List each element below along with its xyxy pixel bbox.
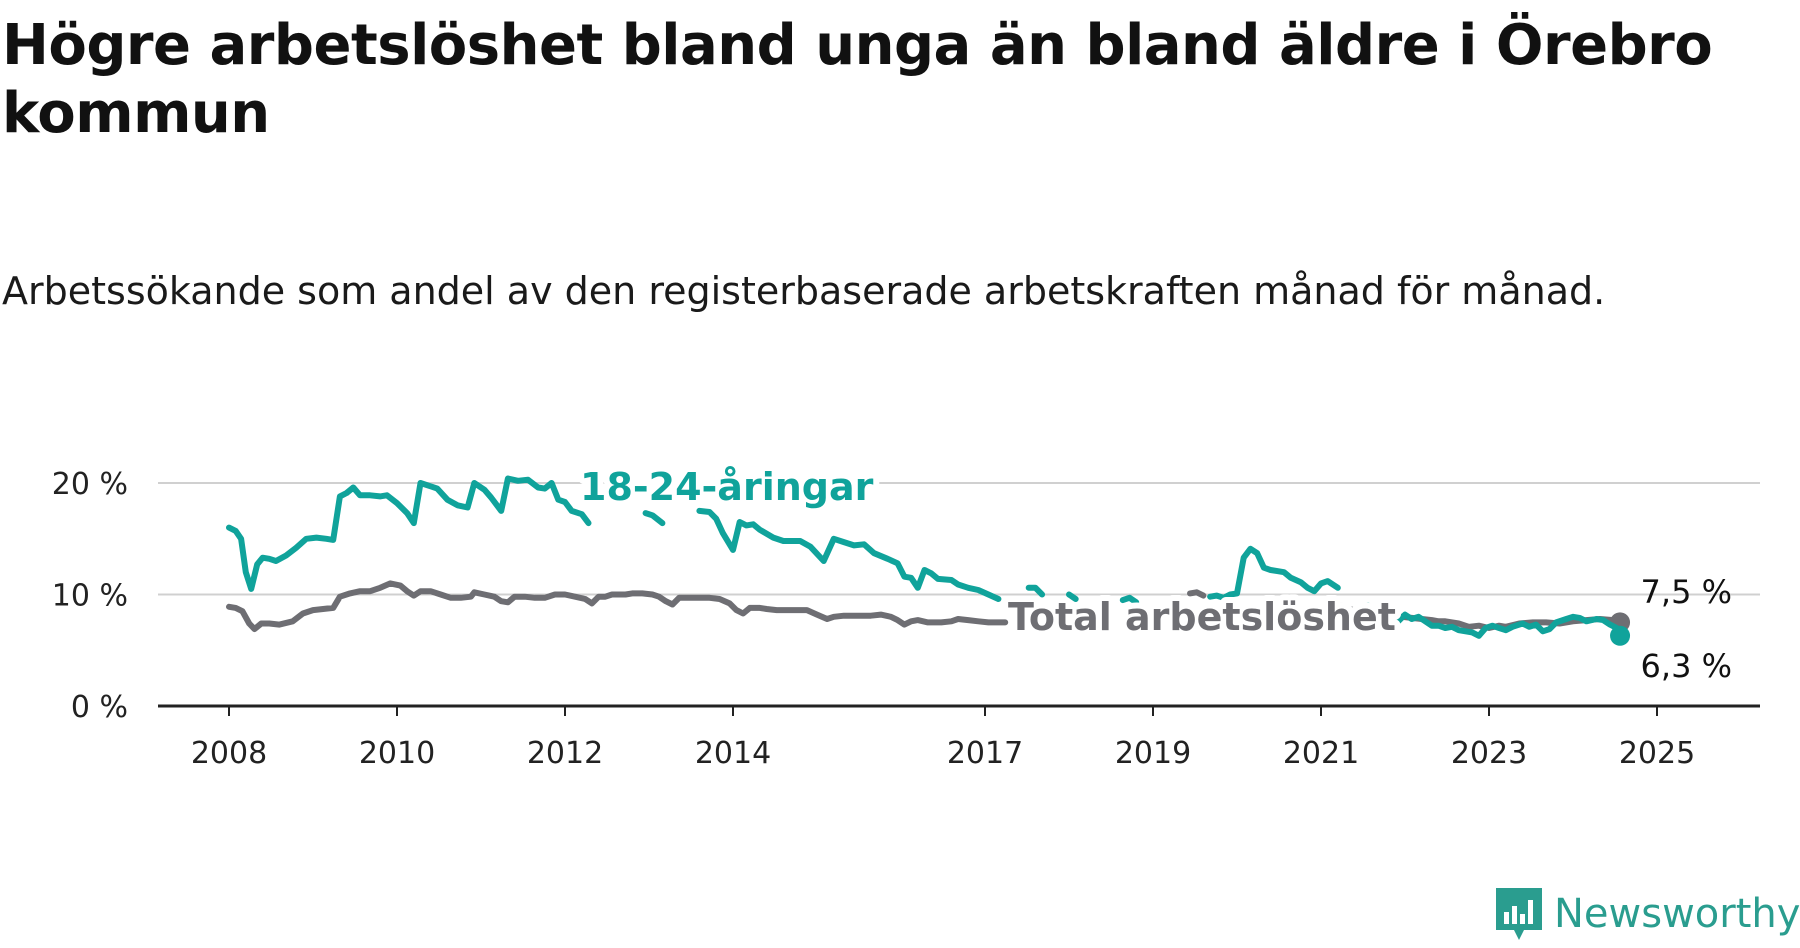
series-line-total: [226, 580, 1009, 633]
series-line-youth: [642, 510, 666, 527]
chart-title: Högre arbetslöshet bland unga än bland ä…: [2, 13, 1713, 146]
x-tick-label: 2014: [695, 736, 771, 771]
series-line-youth: [1025, 584, 1046, 598]
x-tick-label: 2017: [947, 736, 1023, 771]
series-line-youth: [1066, 591, 1079, 602]
series-end-point: [1610, 625, 1631, 646]
series-line-youth: [1207, 545, 1341, 601]
series-label-youth-halo: 18-24-åringar: [580, 465, 874, 509]
x-axis: 2008 2010 2012 2014 2017 2019 2021 2023 2025: [158, 704, 1760, 771]
x-tick-label: 2021: [1283, 736, 1359, 771]
newsworthy-logo-text: Newsworthy: [1554, 891, 1800, 937]
x-tick-label: 2012: [527, 736, 603, 771]
y-tick-label: 10 %: [52, 579, 128, 614]
end-label-youth: 6,3 %: [1641, 647, 1732, 685]
series-line-youth: [1358, 602, 1623, 639]
series-lines: [226, 475, 1631, 646]
series-label-youth: 18-24-åringar: [580, 465, 874, 509]
series-line-youth: [696, 507, 1002, 602]
y-tick-label: 20 %: [52, 467, 128, 502]
y-axis: 0 % 10 % 20 %: [52, 467, 128, 725]
series-label-total-halo: Total arbetslöshet: [1008, 595, 1396, 639]
x-tick-label: 2023: [1451, 736, 1527, 771]
chart-subtitle: Arbetssökande som andel av den registerb…: [2, 269, 1606, 313]
x-tick-label: 2010: [359, 736, 435, 771]
x-tick-label: 2025: [1619, 736, 1695, 771]
newsworthy-logo: Newsworthy: [1494, 886, 1800, 942]
series-line-youth: [226, 475, 592, 592]
series-line-youth: [1119, 594, 1140, 606]
end-label-total: 7,5 %: [1641, 573, 1732, 611]
newsworthy-logo-icon: [1496, 888, 1542, 940]
x-tick-label: 2008: [191, 736, 267, 771]
series-label-total: Total arbetslöshet: [1008, 595, 1396, 639]
y-tick-label: 0 %: [71, 690, 128, 725]
grid-lines: [158, 482, 1760, 596]
x-tick-label: 2019: [1115, 736, 1191, 771]
series-line-total: [1187, 589, 1207, 599]
